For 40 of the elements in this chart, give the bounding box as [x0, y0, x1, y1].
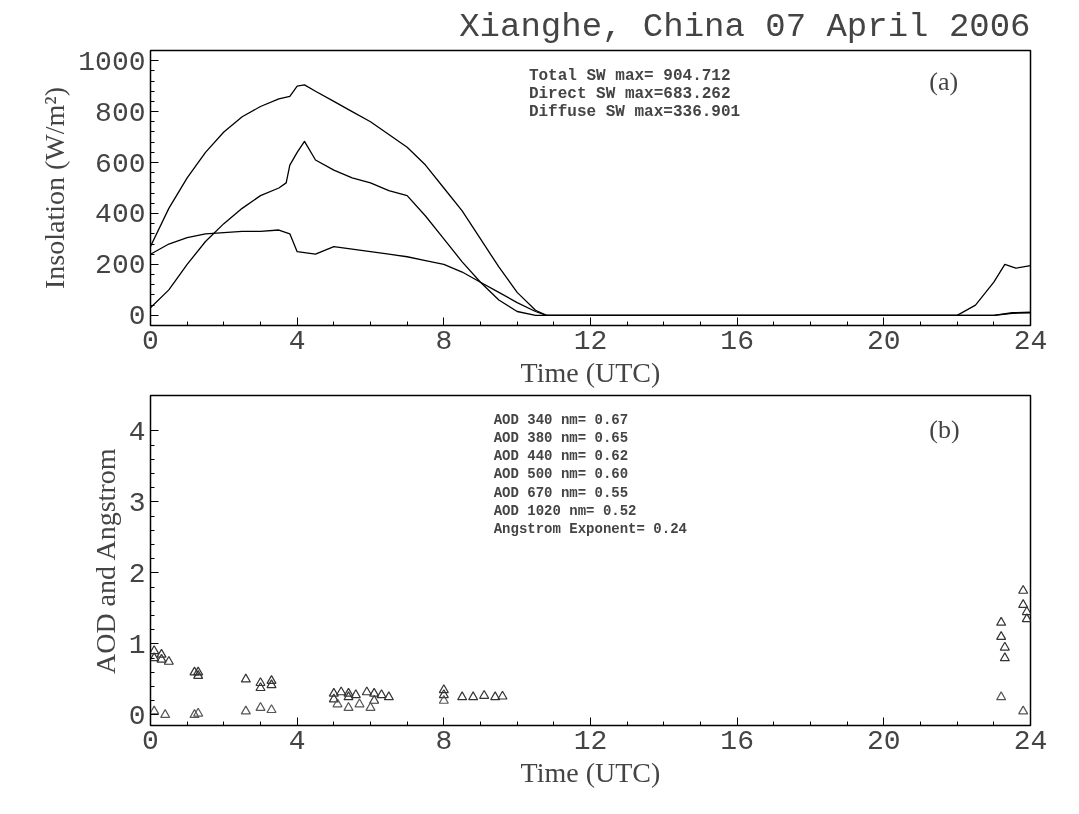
annotation: AOD 380 nm= 0.65	[493, 430, 629, 447]
annotation: AOD 1020 nm= 0.52	[493, 502, 637, 519]
x-tick-label: 16	[720, 325, 754, 357]
y-tick-label: 1	[128, 629, 146, 661]
y-tick-label: 0	[128, 700, 146, 732]
x-tick-label: 16	[720, 725, 754, 757]
y-axis-title: Insolation (W/m²)	[39, 86, 71, 290]
y-tick-label: 800	[95, 97, 146, 129]
y-tick-label: 2	[128, 558, 146, 590]
annotation: AOD 340 nm= 0.67	[493, 412, 629, 428]
y-tick-label: 200	[95, 250, 146, 282]
annotation: (b)	[929, 415, 960, 445]
annotation: Angstrom Exponent= 0.24	[493, 520, 687, 537]
y-tick-label: 4	[128, 416, 146, 448]
x-axis-title: Time (UTC)	[520, 356, 661, 388]
y-tick-label: 3	[128, 487, 146, 519]
x-tick-label: 20	[867, 325, 901, 357]
chart-title: Xianghe, China 07 April 2006	[459, 7, 1031, 46]
annotation: AOD 670 nm= 0.55	[493, 484, 629, 501]
y-tick-label: 1000	[78, 46, 146, 78]
annotation: AOD 500 nm= 0.60	[493, 466, 629, 483]
annotation: AOD 440 nm= 0.62	[493, 448, 629, 465]
x-axis-title: Time (UTC)	[520, 756, 661, 788]
x-tick-label: 8	[435, 325, 453, 357]
y-tick-label: 400	[95, 199, 146, 231]
x-tick-label: 24	[1013, 725, 1048, 757]
y-tick-label: 600	[95, 148, 146, 180]
x-tick-label: 12	[573, 725, 608, 757]
x-tick-label: 12	[573, 325, 608, 357]
annotation: (a)	[929, 67, 959, 96]
annotation: Direct SW max=683.262	[528, 84, 731, 103]
x-tick-label: 24	[1013, 325, 1048, 357]
y-tick-label: 0	[128, 301, 146, 333]
x-tick-label: 8	[435, 725, 453, 757]
annotation: Diffuse SW max=336.901	[528, 102, 741, 121]
x-tick-label: 20	[867, 725, 901, 757]
annotation: Total SW max= 904.712	[528, 67, 731, 85]
x-tick-label: 4	[288, 325, 306, 357]
y-axis-title: AOD and Angstrom	[89, 448, 121, 675]
x-tick-label: 4	[288, 725, 306, 757]
